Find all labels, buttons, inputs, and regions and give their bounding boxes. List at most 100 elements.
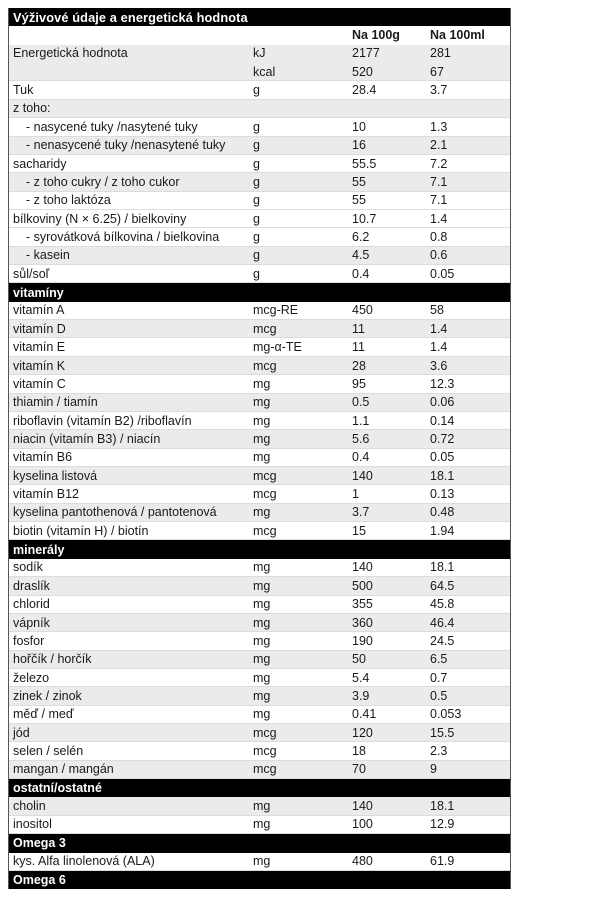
nutrient-label: cholin bbox=[13, 799, 46, 814]
section-header: ostatní/ostatné bbox=[9, 779, 510, 798]
unit-cell: g bbox=[253, 211, 260, 226]
unit-cell: mg bbox=[253, 597, 271, 612]
value-per-100ml: 0.7 bbox=[430, 670, 448, 685]
value-per-100g: 18 bbox=[352, 744, 366, 759]
unit-cell: mg-α-TE bbox=[253, 340, 302, 355]
value-per-100g: 16 bbox=[352, 138, 366, 153]
table-row: inositol mg 100 12.9 bbox=[9, 815, 510, 835]
value-per-100ml: 0.14 bbox=[430, 413, 455, 428]
nutrient-label: z toho: bbox=[13, 101, 51, 116]
unit-cell: mcg bbox=[253, 487, 277, 502]
value-per-100ml: 0.6 bbox=[430, 248, 448, 263]
unit-cell: mcg bbox=[253, 321, 277, 336]
value-per-100g: 70 bbox=[352, 762, 366, 777]
unit-cell: mg bbox=[253, 560, 271, 575]
nutrient-label: fosfor bbox=[13, 633, 45, 648]
table-row: vitamín K mcg 28 3.6 bbox=[9, 356, 510, 376]
value-per-100g: 10 bbox=[352, 119, 366, 134]
value-per-100ml: 2.1 bbox=[430, 138, 448, 153]
value-per-100ml: 58 bbox=[430, 303, 444, 318]
nutrient-label: - z toho laktóza bbox=[26, 193, 111, 208]
nutrient-label: vitamín E bbox=[13, 340, 66, 355]
value-per-100g: 11 bbox=[352, 321, 365, 336]
value-per-100ml: 0.06 bbox=[430, 395, 455, 410]
value-per-100ml: 67 bbox=[430, 64, 444, 79]
table-row: z toho: bbox=[9, 99, 510, 119]
value-per-100ml: 1.4 bbox=[430, 340, 448, 355]
table-row: vitamín C mg 95 12.3 bbox=[9, 375, 510, 394]
value-per-100ml: 1.4 bbox=[430, 211, 448, 226]
nutrient-label: - syrovátková bílkovina / bielkovina bbox=[26, 229, 220, 244]
unit-cell: g bbox=[253, 266, 260, 281]
nutrient-label: - nenasycené tuky /nenasytené tuky bbox=[26, 138, 226, 153]
unit-cell: mg bbox=[253, 670, 271, 685]
table-row: Energetická hodnota kJ 2177 281 bbox=[9, 44, 510, 64]
table-row: vitamín D mcg 11 1.4 bbox=[9, 320, 510, 339]
table-row: selen / selén mcg 18 2.3 bbox=[9, 742, 510, 761]
section-header: minerály bbox=[9, 540, 510, 559]
table-row: vitamín B12 mcg 1 0.13 bbox=[9, 485, 510, 504]
unit-cell: g bbox=[253, 248, 260, 263]
nutrient-label: - z toho cukry / z toho cukor bbox=[26, 174, 180, 189]
nutrient-label: vitamín K bbox=[13, 358, 66, 373]
unit-cell: mg bbox=[253, 854, 271, 869]
unit-cell: mg bbox=[253, 376, 271, 391]
nutrient-label: mangan / mangán bbox=[13, 762, 114, 777]
value-per-100ml: 0.5 bbox=[430, 688, 448, 703]
unit-cell: mg bbox=[253, 578, 271, 593]
unit-cell: g bbox=[253, 193, 260, 208]
value-per-100g: 11 bbox=[352, 340, 365, 355]
table-row: vápník mg 360 46.4 bbox=[9, 613, 510, 633]
value-per-100ml: 7.1 bbox=[430, 174, 448, 189]
section-header: Omega 3 bbox=[9, 834, 510, 853]
value-per-100g: 55 bbox=[352, 193, 366, 208]
value-per-100g: 28.4 bbox=[352, 83, 377, 98]
table-row: bílkoviny (N × 6.25) / bielkoviny g 10.7 1.… bbox=[9, 209, 510, 229]
table-row: vitamín A mcg-RE 450 58 bbox=[9, 301, 510, 321]
table-row: - nasycené tuky /nasytené tuky g 10 1.3 bbox=[9, 118, 510, 137]
table-body: Energetická hodnota kJ 2177 281 kcal 520 67 Tuk… bbox=[9, 44, 510, 890]
value-per-100ml: 281 bbox=[430, 46, 451, 61]
unit-cell: mg bbox=[253, 395, 271, 410]
nutrient-label: železo bbox=[13, 670, 50, 685]
nutrient-label: biotin (vitamín H) / biotín bbox=[13, 523, 149, 538]
column-header-row: Na 100g Na 100ml bbox=[9, 26, 510, 45]
value-per-100ml: 7.1 bbox=[430, 193, 448, 208]
nutrition-facts-table: Výživové údaje a energetická hodnota Na … bbox=[8, 8, 511, 890]
value-per-100ml: 7.2 bbox=[430, 156, 448, 171]
value-per-100ml: 0.72 bbox=[430, 431, 455, 446]
value-per-100ml: 15.5 bbox=[430, 725, 455, 740]
value-per-100g: 360 bbox=[352, 615, 373, 630]
value-per-100ml: 2.3 bbox=[430, 744, 448, 759]
value-per-100g: 55 bbox=[352, 174, 366, 189]
nutrient-label: - nasycené tuky /nasytené tuky bbox=[26, 119, 198, 134]
nutrient-label: kyselina pantothenová / pantotenová bbox=[13, 505, 217, 520]
value-per-100g: 15 bbox=[352, 523, 366, 538]
nutrient-label: kyselina listová bbox=[13, 468, 98, 483]
table-row: - nenasycené tuky /nenasytené tuky g 16 2.1 bbox=[9, 136, 510, 155]
unit-cell: mg bbox=[253, 615, 271, 630]
value-per-100g: 10.7 bbox=[352, 211, 377, 226]
table-title: Výživové údaje a energetická hodnota bbox=[9, 8, 510, 27]
section-header: Omega 6 bbox=[9, 870, 510, 890]
value-per-100g: 190 bbox=[352, 633, 373, 648]
table-row: zinek / zinok mg 3.9 0.5 bbox=[9, 687, 510, 706]
value-per-100ml: 61.9 bbox=[430, 854, 455, 869]
value-per-100ml: 0.13 bbox=[430, 487, 455, 502]
unit-cell: g bbox=[253, 83, 260, 98]
nutrient-label: zinek / zinok bbox=[13, 688, 82, 703]
nutrient-label: thiamin / tiamín bbox=[13, 395, 98, 410]
value-per-100g: 480 bbox=[352, 854, 373, 869]
table-row: thiamin / tiamín mg 0.5 0.06 bbox=[9, 393, 510, 412]
value-per-100g: 0.41 bbox=[352, 707, 377, 722]
nutrient-label: sacharidy bbox=[13, 156, 67, 171]
value-per-100g: 28 bbox=[352, 358, 366, 373]
nutrient-label: Tuk bbox=[13, 83, 34, 98]
nutrient-label: kys. Alfa linolenová (ALA) bbox=[13, 854, 155, 869]
table-row: kys. Alfa linolenová (ALA) mg 480 61.9 bbox=[9, 852, 510, 871]
table-row: - z toho laktóza g 55 7.1 bbox=[9, 191, 510, 210]
value-per-100ml: 0.48 bbox=[430, 505, 455, 520]
table-row: riboflavin (vitamín B2) /riboflavín mg 1.1… bbox=[9, 411, 510, 431]
unit-cell: mg bbox=[253, 799, 271, 814]
nutrient-label: měď / meď bbox=[13, 707, 74, 722]
